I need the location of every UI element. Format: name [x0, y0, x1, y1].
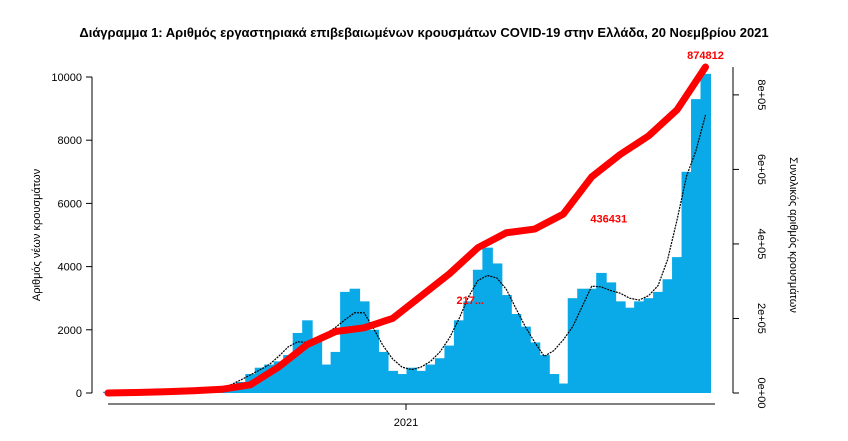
bar [681, 171, 693, 393]
y-tick-label: 8000 [58, 135, 82, 147]
bar [691, 99, 702, 394]
bar [548, 374, 560, 393]
bar [359, 301, 370, 393]
y-tick-label: 4000 [58, 262, 82, 274]
y-tick-label: 10000 [51, 72, 82, 84]
cumulative-value-label: 436431 [590, 213, 627, 225]
bars-layer [103, 73, 712, 394]
bar [501, 295, 512, 393]
y-tick-label: 6000 [58, 198, 82, 210]
bar [567, 298, 579, 393]
annotation-layer: 874812 436431 217... [457, 50, 724, 307]
chart-title: Διάγραμμα 1: Αριθμός εργαστηριακά επιβεβ… [79, 25, 768, 40]
bar [444, 345, 455, 393]
bar [415, 370, 427, 393]
bar [321, 364, 332, 393]
bar [340, 291, 351, 393]
bar [596, 272, 607, 393]
bar [510, 314, 522, 393]
bar [406, 367, 417, 393]
bar [520, 326, 531, 393]
y-tick-label: 0 [76, 388, 82, 400]
bar [434, 358, 446, 393]
bar [482, 247, 493, 393]
bar [283, 355, 294, 393]
bar [539, 355, 550, 393]
bar [311, 339, 323, 393]
bar [349, 288, 361, 393]
y2-tick-label: 6e+05 [755, 154, 767, 185]
axes-layer: 0 2000 4000 6000 8000 10000 0e+00 2e+05 4e+05 6e+… [51, 67, 767, 429]
y2-tick-label: 8e+05 [755, 79, 767, 110]
cumulative-value-label: 874812 [687, 50, 724, 62]
bar [453, 320, 465, 393]
y2-tick-label: 4e+05 [755, 228, 767, 259]
bar [634, 301, 645, 393]
bar [491, 263, 503, 393]
y-axis-label: Αριθμός νέων κρουσμάτων [31, 168, 43, 301]
bar [653, 291, 664, 393]
bar [662, 279, 674, 393]
bar [397, 374, 408, 393]
bar [577, 288, 588, 393]
bar [643, 298, 655, 393]
y2-axis-label: Συνολικός αριθμός κρουσμάτων [787, 157, 799, 313]
bar [605, 282, 617, 393]
y-tick-label: 2000 [58, 325, 82, 337]
bar [624, 307, 636, 393]
bar [368, 329, 380, 393]
cumulative-cases-line [104, 63, 710, 397]
bar [672, 257, 683, 393]
cumulative-line-layer [104, 63, 710, 397]
bar [615, 301, 626, 393]
bar [292, 332, 304, 393]
bar [330, 351, 342, 393]
bar [302, 320, 313, 393]
bar [387, 370, 399, 393]
bar [586, 288, 598, 393]
bar [425, 364, 436, 393]
y2-tick-label: 2e+05 [755, 303, 767, 334]
bar [472, 269, 484, 393]
bar [463, 301, 474, 393]
bar [264, 364, 275, 393]
bar [529, 342, 541, 393]
bar [273, 361, 285, 393]
bar [558, 383, 569, 393]
x-tick-label: 2021 [394, 417, 418, 429]
bar [378, 351, 389, 393]
y2-tick-label: 0e+00 [755, 378, 767, 409]
bar [700, 73, 712, 393]
cumulative-value-label: 217... [457, 295, 485, 307]
